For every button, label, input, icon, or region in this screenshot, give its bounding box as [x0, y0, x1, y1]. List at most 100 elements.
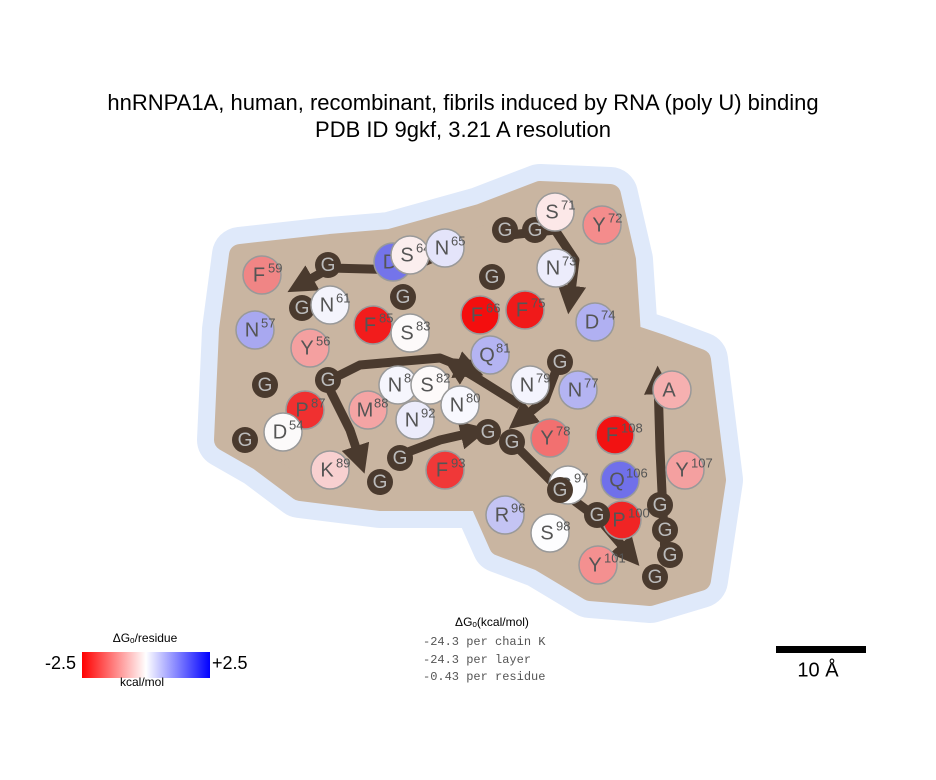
residue-bead — [315, 252, 341, 278]
residue-letter: G — [498, 220, 513, 241]
residue: A — [652, 370, 692, 410]
residue-bead — [232, 427, 258, 453]
residue: F 59 — [242, 255, 282, 295]
residue-letter: G — [553, 480, 568, 501]
residue-number: 61 — [336, 290, 350, 305]
residue-blob — [582, 205, 622, 245]
residue: N 92 — [395, 400, 435, 440]
residue-bead — [584, 502, 610, 528]
residue-letter: G — [648, 567, 663, 588]
residue-bead — [390, 284, 416, 310]
residue-letter: G — [553, 352, 568, 373]
legend-unit: kcal/mol — [120, 675, 164, 689]
color-bar — [82, 652, 210, 678]
residue: S 98 — [530, 513, 570, 553]
residue: G — [547, 349, 573, 375]
residue-letter: Q — [609, 469, 625, 491]
residue-letter: S — [540, 522, 553, 544]
residue-bead — [315, 367, 341, 393]
residue-letter: N — [520, 374, 534, 396]
residue: S 82 — [410, 365, 450, 405]
residue-number: 108 — [621, 420, 643, 435]
stats: ΔGₒ(kcal/mol) -24.3 per chain K -24.3 pe… — [423, 615, 546, 684]
legend-max: +2.5 — [212, 653, 248, 673]
residue: S 71 — [535, 192, 575, 232]
residue-bead — [499, 429, 525, 455]
residue-number: 101 — [604, 550, 626, 565]
residue-number: 100 — [628, 505, 650, 520]
residue: F 66 — [460, 295, 500, 335]
residue: N 79 — [510, 365, 550, 405]
residue-letter: G — [528, 220, 543, 241]
residue: G — [315, 252, 341, 278]
residue: F 93 — [425, 450, 465, 490]
residue: G — [315, 367, 341, 393]
residue-letter: G — [393, 448, 408, 469]
residues: F59GD62S64N65GN61GF85N57Y56S83GGN84S82N8… — [232, 192, 713, 590]
residue-number: 56 — [316, 333, 330, 348]
residue-blob — [410, 365, 450, 405]
residue-letter: N — [568, 379, 582, 401]
residue-number: 87 — [311, 395, 325, 410]
residue-number: 75 — [531, 295, 545, 310]
residue-blob — [310, 285, 350, 325]
residue-number: 81 — [496, 340, 510, 355]
residue-number: 66 — [486, 300, 500, 315]
residue-letter: G — [321, 370, 336, 391]
residue: Y 101 — [578, 545, 626, 585]
residue-number: 54 — [289, 417, 303, 432]
residue-letter: N — [435, 237, 449, 259]
residue-blob — [485, 495, 525, 535]
residue-blob — [558, 370, 598, 410]
residue: Q 81 — [470, 335, 510, 375]
legend-title: ΔGₒ/residue — [113, 631, 178, 645]
residue-letter: G — [590, 505, 605, 526]
residue-bead — [475, 419, 501, 445]
residue-letter: N — [388, 374, 402, 396]
fibril-outline — [197, 164, 743, 623]
residue-number: 80 — [466, 390, 480, 405]
residue: G — [479, 264, 505, 290]
residue-bead — [492, 217, 518, 243]
residue-number: 96 — [511, 500, 525, 515]
residue-number: 73 — [562, 253, 576, 268]
residue-number: 107 — [691, 455, 713, 470]
residue-bead — [387, 445, 413, 471]
residue: F 85 — [353, 305, 393, 345]
residue-blob — [310, 450, 350, 490]
residue-bead — [647, 492, 673, 518]
residue-blob — [600, 460, 640, 500]
residue-blob — [425, 228, 465, 268]
residue-letter: Y — [588, 554, 601, 576]
residue-number: 82 — [436, 370, 450, 385]
residue-letter: D — [273, 421, 287, 443]
residue-blob — [460, 295, 500, 335]
residue: R 96 — [485, 495, 525, 535]
residue-number: 74 — [601, 307, 615, 322]
residue-letter: G — [505, 432, 520, 453]
residue-blob — [235, 310, 275, 350]
residue-letter: P — [612, 509, 625, 531]
residue-number: 79 — [536, 370, 550, 385]
residue-letter: P — [295, 399, 308, 421]
residue: D 54 — [263, 412, 303, 452]
residue-letter: G — [653, 495, 668, 516]
scale-label: 10 Å — [797, 658, 839, 681]
residue-number: 89 — [336, 455, 350, 470]
residue-blob — [425, 450, 465, 490]
subtitle: PDB ID 9gkf, 3.21 A resolution — [315, 117, 611, 142]
residue-bead — [657, 542, 683, 568]
residue-blob — [440, 385, 480, 425]
residue: K 89 — [310, 450, 350, 490]
residue-number: 97 — [574, 470, 588, 485]
residue-letter: F — [253, 264, 265, 286]
residue: N 61 — [310, 285, 350, 325]
title: hnRNPA1A, human, recombinant, fibrils in… — [107, 90, 818, 115]
residue-letter: Y — [300, 337, 313, 359]
residue-letter: G — [658, 520, 673, 541]
stats-line: -24.3 per layer — [423, 653, 531, 667]
residue-number: 59 — [268, 260, 282, 275]
color-legend: ΔGₒ/residue -2.5 +2.5 kcal/mol — [45, 631, 248, 689]
residue: N 57 — [235, 310, 275, 350]
residue-number: 92 — [421, 405, 435, 420]
